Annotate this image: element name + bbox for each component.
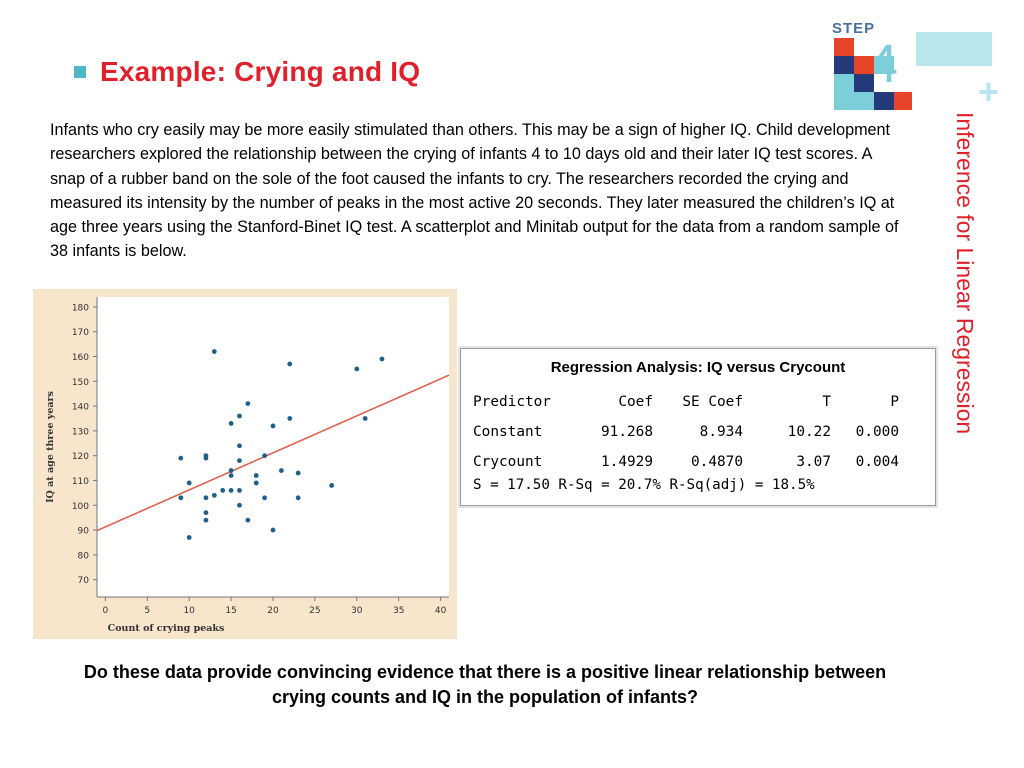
data-point bbox=[237, 413, 242, 419]
regression-title: Regression Analysis: IQ versus Crycount bbox=[550, 359, 846, 376]
y-axis-label: IQ at age three years bbox=[45, 391, 56, 503]
y-tick-label: 70 bbox=[78, 576, 90, 586]
data-point bbox=[270, 527, 276, 533]
x-tick-label: 0 bbox=[103, 606, 109, 616]
cell-p: 0.000 bbox=[855, 424, 899, 440]
data-point bbox=[203, 517, 209, 523]
data-point bbox=[228, 421, 234, 426]
data-point bbox=[203, 510, 209, 516]
data-point bbox=[278, 468, 284, 473]
data-point bbox=[287, 416, 293, 421]
data-point bbox=[237, 458, 242, 464]
y-tick-label: 100 bbox=[72, 502, 89, 512]
regression-table: Predictor Coef SE Coef T P Constant 91.2… bbox=[473, 387, 899, 477]
data-point bbox=[178, 455, 184, 461]
data-point bbox=[228, 468, 234, 473]
step4-logo: STEP 4 + bbox=[832, 20, 999, 112]
regression-row-crycount: Crycount 1.4929 0.4870 3.07 0.004 bbox=[473, 447, 899, 477]
scatterplot-panel: 70 80 90 100 110 120 130 140 150 160 170 180 0 5 10 15… bbox=[33, 289, 457, 639]
y-tick-label: 170 bbox=[72, 328, 89, 338]
x-tick-label: 10 bbox=[183, 606, 195, 616]
x-tick-label: 25 bbox=[309, 606, 320, 616]
y-tick-label: 180 bbox=[72, 303, 89, 313]
data-point bbox=[211, 349, 217, 354]
data-point bbox=[379, 356, 385, 362]
y-tick-label: 110 bbox=[72, 477, 89, 487]
data-point bbox=[295, 470, 301, 476]
data-point bbox=[237, 443, 242, 449]
data-point bbox=[203, 453, 209, 459]
y-tick-label: 130 bbox=[72, 427, 89, 437]
data-point bbox=[270, 423, 276, 429]
cell-coef: 91.268 bbox=[601, 424, 653, 440]
cell-coef: 1.4929 bbox=[601, 454, 653, 470]
cell-p: 0.004 bbox=[855, 454, 899, 470]
regression-row-constant: Constant 91.268 8.934 10.22 0.000 bbox=[473, 417, 899, 447]
x-tick-label: 40 bbox=[435, 606, 447, 616]
data-point bbox=[245, 517, 251, 523]
x-tick-label: 35 bbox=[393, 606, 404, 616]
cell-t: 10.22 bbox=[787, 424, 831, 440]
y-tick-label: 120 bbox=[72, 452, 89, 462]
cell-se-coef: 8.934 bbox=[699, 424, 743, 440]
x-tick-label: 15 bbox=[225, 606, 236, 616]
slide-title: Example: Crying and IQ bbox=[100, 56, 421, 87]
x-axis-label: Count of crying peaks bbox=[108, 623, 225, 634]
data-point bbox=[228, 487, 234, 493]
y-tick-label: 90 bbox=[78, 527, 90, 537]
cell-predictor: Crycount bbox=[473, 454, 543, 470]
data-point bbox=[203, 495, 209, 501]
side-title: Inference for Linear Regression bbox=[952, 112, 978, 435]
data-point bbox=[329, 483, 335, 488]
y-tick-label: 80 bbox=[78, 551, 90, 561]
cell-predictor: Constant bbox=[473, 424, 543, 440]
x-tick-label: 30 bbox=[351, 606, 363, 616]
plot-area bbox=[97, 297, 449, 597]
logo-squares-icon bbox=[834, 38, 912, 110]
y-tick-label: 160 bbox=[72, 353, 89, 363]
question-text: Do these data provide convincing evidenc… bbox=[83, 662, 887, 707]
logo-bar-icon bbox=[916, 32, 992, 66]
x-tick-label: 5 bbox=[144, 606, 150, 616]
data-point bbox=[253, 480, 259, 486]
header-predictor: Predictor bbox=[473, 394, 551, 410]
data-point bbox=[295, 495, 301, 501]
data-point bbox=[220, 487, 226, 493]
data-point bbox=[245, 401, 251, 407]
regression-header-row: Predictor Coef SE Coef T P bbox=[473, 387, 899, 417]
data-point bbox=[262, 495, 268, 501]
logo-step-text: STEP bbox=[832, 20, 875, 37]
data-point bbox=[228, 473, 234, 478]
scatterplot: 70 80 90 100 110 120 130 140 150 160 170 180 0 5 10 15… bbox=[45, 297, 450, 634]
data-point bbox=[211, 492, 217, 498]
regression-summary: S = 17.50 R-Sq = 20.7% R-Sq(adj) = 18.5% bbox=[473, 477, 815, 493]
data-point bbox=[178, 495, 184, 501]
cell-se-coef: 0.4870 bbox=[691, 454, 743, 470]
data-point bbox=[362, 416, 368, 421]
regression-output: Regression Analysis: IQ versus Crycount … bbox=[460, 348, 936, 506]
logo-plus: + bbox=[978, 71, 999, 112]
header-se-coef: SE Coef bbox=[682, 394, 743, 410]
data-point bbox=[262, 453, 268, 459]
data-point bbox=[186, 480, 192, 486]
cell-t: 3.07 bbox=[796, 454, 831, 470]
title-bullet-icon bbox=[74, 66, 86, 78]
data-point bbox=[354, 366, 360, 372]
intro-paragraph: Infants who cry easily may be more easil… bbox=[50, 121, 899, 261]
header-p: P bbox=[890, 394, 899, 410]
slide-title-group: Example: Crying and IQ bbox=[74, 56, 420, 88]
header-t: T bbox=[822, 394, 831, 410]
regression-line bbox=[96, 374, 450, 532]
y-tick-label: 140 bbox=[72, 403, 89, 413]
header-coef: Coef bbox=[618, 394, 653, 410]
x-tick-label: 20 bbox=[267, 606, 279, 616]
y-tick-label: 150 bbox=[72, 378, 89, 388]
data-point bbox=[237, 487, 242, 493]
data-point bbox=[287, 361, 293, 367]
data-point bbox=[253, 473, 259, 478]
data-point bbox=[237, 502, 242, 508]
data-point bbox=[186, 535, 192, 540]
